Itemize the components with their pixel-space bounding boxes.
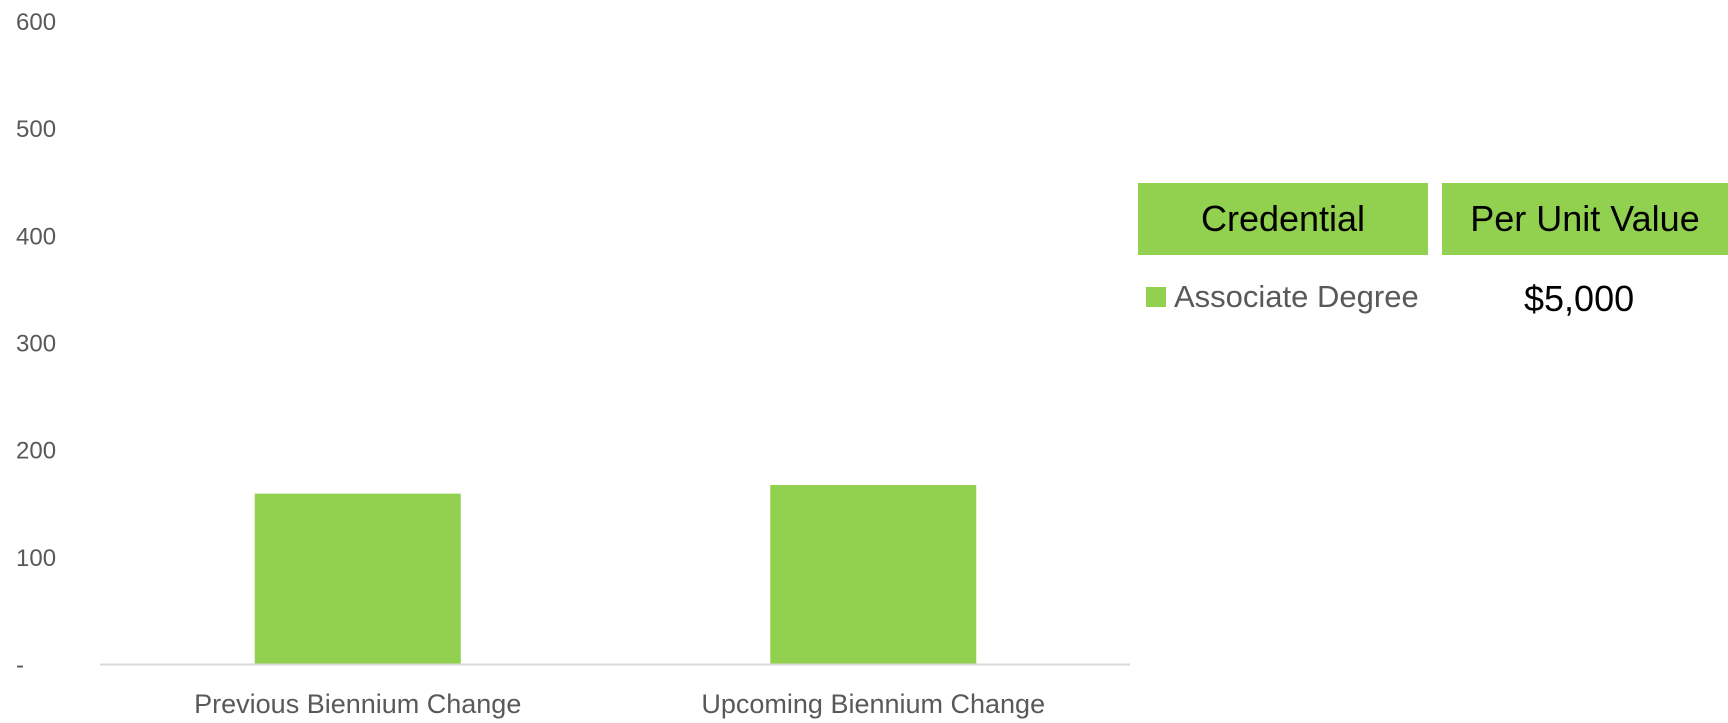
y-tick-label: 300 <box>16 331 56 358</box>
legend-row: Associate Degree $5,000 <box>1138 275 1728 319</box>
legend-header-per-unit-value: Per Unit Value <box>1442 183 1728 255</box>
y-tick-label: 400 <box>16 223 56 250</box>
legend-header-credential: Credential <box>1138 183 1428 255</box>
x-tick-label: Upcoming Biennium Change <box>701 689 1045 719</box>
bar <box>770 485 977 664</box>
legend-label: Associate Degree <box>1174 279 1419 314</box>
legend-value: $5,000 <box>1524 278 1635 319</box>
bar <box>254 493 461 664</box>
y-tick-label: 600 <box>16 9 56 36</box>
y-tick-label: 500 <box>16 116 56 143</box>
y-tick-label: 200 <box>16 438 56 465</box>
x-tick-label: Previous Biennium Change <box>194 689 521 719</box>
y-tick-label: - <box>16 652 24 679</box>
y-tick-label: 100 <box>16 545 56 572</box>
legend-swatch <box>1146 287 1166 307</box>
bar-chart: - 100 200 300 400 500 600 Previous Biennium Cha… <box>16 9 1130 719</box>
